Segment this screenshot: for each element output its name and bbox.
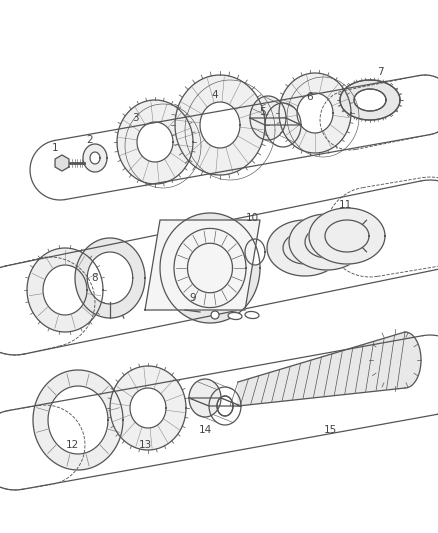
Polygon shape — [283, 232, 327, 264]
Text: 7: 7 — [377, 67, 383, 77]
Text: 5: 5 — [260, 107, 266, 117]
Polygon shape — [174, 229, 246, 308]
Polygon shape — [340, 80, 400, 120]
Polygon shape — [267, 220, 343, 276]
Polygon shape — [160, 213, 260, 323]
Polygon shape — [33, 370, 123, 470]
Polygon shape — [55, 155, 69, 171]
Polygon shape — [309, 208, 385, 264]
Polygon shape — [27, 248, 103, 332]
Text: 10: 10 — [245, 213, 258, 223]
Polygon shape — [354, 89, 386, 111]
Polygon shape — [83, 144, 107, 172]
Polygon shape — [145, 220, 260, 310]
Polygon shape — [217, 396, 233, 416]
Polygon shape — [137, 122, 173, 162]
Text: 9: 9 — [190, 293, 196, 303]
Text: 2: 2 — [87, 135, 93, 145]
Text: 8: 8 — [92, 273, 98, 283]
Polygon shape — [279, 73, 351, 153]
Polygon shape — [405, 332, 421, 388]
Polygon shape — [43, 265, 87, 315]
Text: 11: 11 — [339, 200, 352, 210]
Polygon shape — [110, 366, 186, 450]
Polygon shape — [189, 379, 221, 417]
Polygon shape — [48, 386, 108, 454]
Text: 15: 15 — [323, 425, 337, 435]
Text: 14: 14 — [198, 425, 212, 435]
Text: 3: 3 — [132, 113, 138, 123]
Polygon shape — [250, 96, 286, 140]
Polygon shape — [189, 398, 241, 406]
Polygon shape — [238, 332, 405, 406]
Polygon shape — [117, 100, 193, 184]
Polygon shape — [175, 75, 265, 175]
Text: 13: 13 — [138, 440, 152, 450]
Polygon shape — [325, 220, 369, 252]
Polygon shape — [90, 152, 100, 164]
Polygon shape — [305, 226, 349, 258]
Text: 6: 6 — [307, 92, 313, 102]
Polygon shape — [245, 239, 265, 265]
Polygon shape — [75, 238, 145, 318]
Polygon shape — [130, 388, 166, 428]
Text: 12: 12 — [65, 440, 79, 450]
Polygon shape — [340, 80, 400, 120]
Ellipse shape — [245, 311, 259, 319]
Polygon shape — [187, 243, 233, 293]
Text: 1: 1 — [52, 143, 58, 153]
Text: 4: 4 — [212, 90, 218, 100]
Polygon shape — [354, 89, 386, 111]
Polygon shape — [87, 252, 133, 304]
Polygon shape — [297, 93, 333, 133]
Polygon shape — [200, 102, 240, 148]
Polygon shape — [250, 118, 301, 125]
Circle shape — [211, 311, 219, 319]
Ellipse shape — [228, 312, 242, 320]
Polygon shape — [289, 214, 365, 270]
